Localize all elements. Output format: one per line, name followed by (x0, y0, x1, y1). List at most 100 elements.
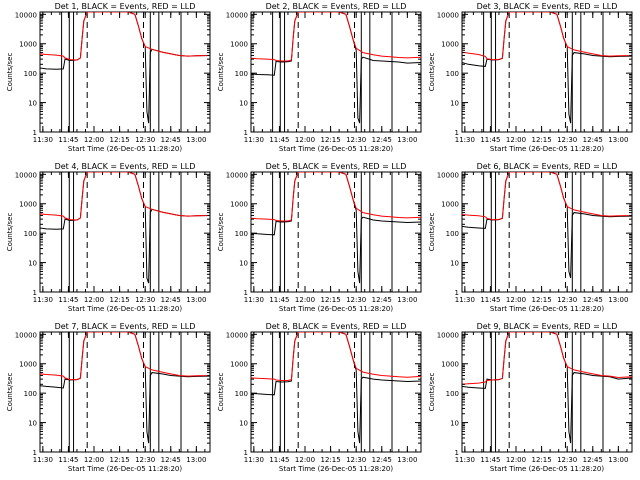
panel-title: Det 9, BLACK = Events, RED = LLD (477, 322, 618, 331)
x-tick-label: 12:15 (110, 136, 130, 144)
y-tick-label: 10000 (226, 331, 248, 339)
y-tick-label: 100 (235, 390, 248, 398)
x-tick-label: 11:45 (480, 296, 500, 304)
y-tick-label: 10 (239, 260, 248, 268)
x-tick-label: 13:00 (608, 136, 628, 144)
y-tick-label: 100 (235, 70, 248, 78)
y-axis-label: Counts/sec (428, 213, 436, 252)
panel-title: Det 3, BLACK = Events, RED = LLD (477, 2, 618, 11)
detector-panel-4: Det 4, BLACK = Events, RED = LLD 1 10 100 10… (6, 162, 211, 313)
y-axis-label: Counts/sec (428, 53, 436, 92)
x-tick-label: 12:00 (295, 456, 315, 464)
plot-frame (250, 11, 422, 133)
y-axis-label: Counts/sec (217, 53, 225, 92)
x-tick-label: 12:00 (84, 136, 104, 144)
x-tick-label: 12:45 (583, 136, 603, 144)
lld-series-line (462, 172, 632, 221)
detector-panel-9: Det 9, BLACK = Events, RED = LLD 1 10 100 10… (428, 322, 633, 473)
plot-frame (39, 331, 211, 453)
detector-panel-6: Det 6, BLACK = Events, RED = LLD 1 10 100 10… (428, 162, 633, 313)
lld-series-line (462, 12, 632, 61)
lld-series-line (251, 12, 421, 62)
x-tick-label: 11:45 (58, 456, 78, 464)
x-tick-label: 12:15 (532, 136, 552, 144)
x-tick-label: 13:00 (186, 456, 206, 464)
detector-panel-1: Det 1, BLACK = Events, RED = LLD 1 10 100 10… (6, 2, 211, 153)
panel-title: Det 6, BLACK = Events, RED = LLD (477, 162, 618, 171)
x-tick-label: 11:45 (480, 136, 500, 144)
x-tick-label: 11:30 (455, 296, 475, 304)
events-series-line (251, 12, 421, 124)
y-tick-label: 1000 (230, 201, 248, 209)
y-tick-label: 1 (244, 449, 248, 457)
x-tick-label: 12:30 (557, 456, 577, 464)
x-tick-label: 11:30 (33, 136, 53, 144)
x-tick-label: 12:00 (84, 456, 104, 464)
y-axis-label: Counts/sec (6, 213, 14, 252)
panel-title: Det 2, BLACK = Events, RED = LLD (266, 2, 407, 11)
x-tick-label: 12:15 (532, 296, 552, 304)
x-tick-label: 13:00 (397, 456, 417, 464)
x-tick-label: 13:00 (186, 296, 206, 304)
marker-lines (61, 332, 182, 452)
y-axis-label: Counts/sec (217, 213, 225, 252)
marker-lines (272, 172, 393, 292)
series-group (40, 332, 210, 444)
y-axis-label: Counts/sec (217, 373, 225, 412)
series-group (251, 332, 421, 444)
x-tick-label: 11:30 (33, 296, 53, 304)
y-tick-label: 100 (446, 70, 459, 78)
plot-frame (250, 171, 422, 293)
x-tick-label: 12:45 (161, 296, 181, 304)
x-tick-label: 11:45 (269, 136, 289, 144)
series-group (462, 332, 632, 444)
y-tick-label: 100 (446, 230, 459, 238)
events-series-line (462, 172, 632, 279)
y-tick-label: 1000 (441, 201, 459, 209)
plot-frame (461, 11, 633, 133)
marker-lines (483, 12, 604, 132)
x-tick-label: 12:30 (135, 136, 155, 144)
x-tick-label: 11:30 (33, 456, 53, 464)
plot-frame (39, 11, 211, 133)
x-tick-label: 12:30 (346, 296, 366, 304)
y-tick-label: 1000 (19, 201, 37, 209)
y-tick-label: 100 (24, 70, 37, 78)
x-tick-label: 12:15 (110, 296, 130, 304)
x-tick-label: 12:30 (135, 456, 155, 464)
y-tick-label: 1000 (441, 41, 459, 49)
lld-series-line (40, 12, 210, 61)
detector-panel-3: Det 3, BLACK = Events, RED = LLD 1 10 100 10… (428, 2, 633, 153)
y-tick-label: 100 (235, 230, 248, 238)
events-series-line (251, 172, 421, 284)
y-tick-label: 10000 (226, 171, 248, 179)
x-axis-label: Start Time (26-Dec-05 11:28:20) (279, 465, 393, 473)
x-axis-label: Start Time (26-Dec-05 11:28:20) (279, 305, 393, 313)
x-axis-label: Start Time (26-Dec-05 11:28:20) (490, 145, 604, 153)
x-tick-label: 12:30 (346, 136, 366, 144)
y-tick-label: 1 (455, 129, 459, 137)
y-tick-label: 10000 (15, 171, 37, 179)
series-group (251, 12, 421, 124)
y-tick-label: 1 (455, 289, 459, 297)
y-tick-label: 1000 (19, 361, 37, 369)
y-axis-label: Counts/sec (6, 373, 14, 412)
y-tick-label: 1000 (441, 361, 459, 369)
panel-title: Det 4, BLACK = Events, RED = LLD (55, 162, 196, 171)
y-tick-label: 10 (239, 420, 248, 428)
x-tick-label: 11:30 (244, 456, 264, 464)
plot-frame (250, 331, 422, 453)
marker-lines (483, 172, 604, 292)
x-tick-label: 12:15 (532, 456, 552, 464)
y-tick-label: 1000 (230, 361, 248, 369)
y-axis-label: Counts/sec (6, 53, 14, 92)
x-tick-label: 13:00 (608, 456, 628, 464)
x-tick-label: 11:30 (455, 136, 475, 144)
y-tick-label: 100 (24, 230, 37, 238)
x-tick-label: 12:15 (321, 296, 341, 304)
x-tick-label: 12:45 (583, 456, 603, 464)
events-series-line (40, 332, 210, 444)
x-tick-label: 12:30 (135, 296, 155, 304)
detector-panel-8: Det 8, BLACK = Events, RED = LLD 1 10 100 10… (217, 322, 422, 473)
